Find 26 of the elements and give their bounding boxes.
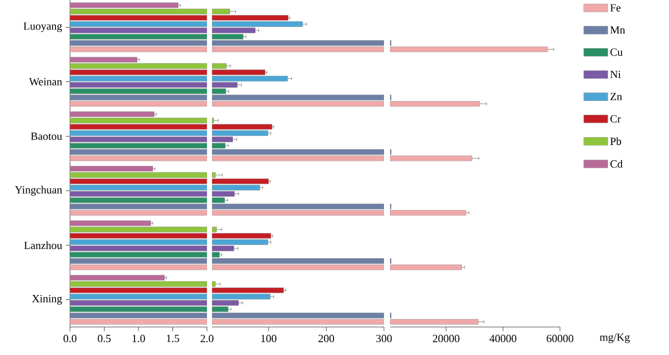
legend-label: Cr [610, 115, 621, 122]
legend-label: Pb [610, 137, 622, 146]
x-tick-label: 300 [376, 334, 392, 342]
x-tick-label: 60000 [546, 334, 574, 342]
x-tick-label: 100 [261, 334, 276, 342]
x-tick-label: 40000 [490, 334, 516, 342]
legend-label: Ni [610, 70, 621, 78]
legend-label: Zn [610, 92, 622, 100]
y-tick-label: Lanzhou [24, 241, 62, 250]
x-tick-label: 2.0 [200, 334, 214, 342]
y-tick-label: Luoyang [24, 22, 62, 32]
x-tick-label: 1.0 [132, 334, 145, 342]
legend-label: Mn [610, 26, 626, 34]
legend-label: Cu [610, 48, 623, 56]
x-axis-title: mg/Kg [600, 334, 630, 344]
x-tick-label: 0.5 [98, 334, 111, 342]
legend-label: Fe [610, 4, 621, 12]
y-tick-label: Baotou [30, 132, 62, 140]
x-tick-label: 200 [318, 334, 334, 342]
y-tick-label: Weinan [29, 78, 62, 86]
x-tick-label: 0.0 [64, 334, 76, 342]
y-tick-label: Xining [32, 294, 62, 305]
x-tick-label: 20000 [432, 334, 460, 342]
y-tick-label: Yingchuan [14, 186, 62, 196]
legend-label: Cd [610, 160, 623, 168]
x-tick-label: 1.5 [166, 334, 180, 342]
